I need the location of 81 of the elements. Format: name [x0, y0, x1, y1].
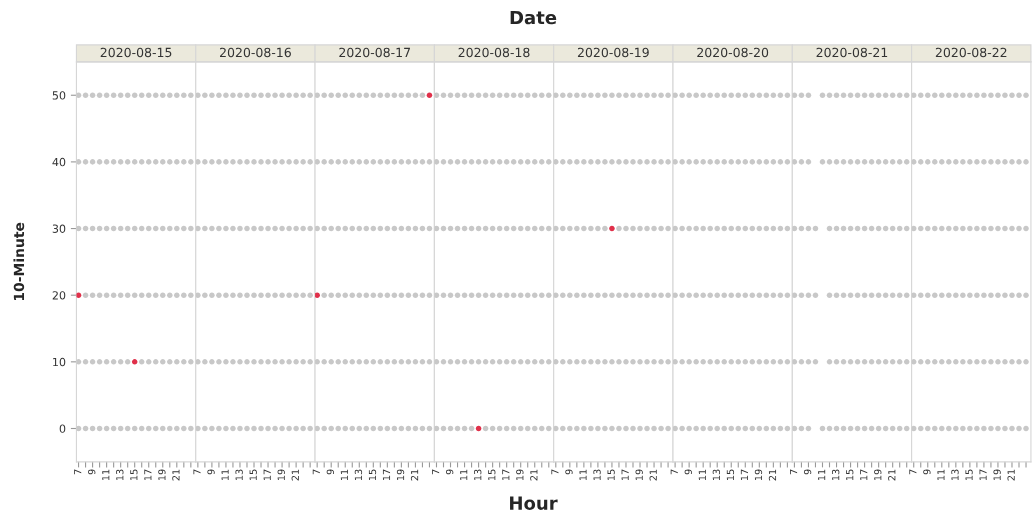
x-tick-label: 11 — [340, 469, 348, 481]
x-tick-label: 13 — [831, 469, 840, 481]
x-tick-label: 13 — [951, 469, 959, 481]
x-tick-label: 7 — [193, 469, 201, 475]
x-tick-label: 7 — [312, 469, 320, 475]
x-tick-label: 15 — [846, 469, 854, 481]
x-tick-label: 19 — [396, 469, 405, 481]
x-tick-label: 15 — [488, 469, 496, 481]
x-tick-label: 15 — [726, 469, 735, 481]
x-tick-label: 17 — [382, 469, 391, 481]
x-tick-label: 19 — [993, 469, 1001, 481]
text: Date — [510, 10, 557, 25]
x-tick-label: 15 — [249, 469, 257, 481]
x-tick-label: 17 — [621, 469, 629, 481]
x-tick-label: 21 — [530, 469, 538, 481]
x-tick-label: 21 — [768, 469, 777, 481]
text: Hour — [510, 496, 558, 510]
x-tick-label: 7 — [551, 469, 559, 475]
x-tick-label: 13 — [235, 469, 243, 481]
x-tick-label: 9 — [445, 469, 454, 475]
x-tick-label: 15 — [965, 469, 973, 481]
x-tick-label: 19 — [635, 469, 643, 481]
x-tick-label: 15 — [368, 469, 377, 481]
y-tick-label: 0 — [59, 424, 66, 433]
x-tick-label: 7 — [790, 469, 798, 475]
x-tick-label: 21 — [1007, 469, 1015, 481]
x-tick-label: 13 — [116, 469, 124, 481]
x-tick-label: 21 — [888, 469, 896, 481]
y-tick-label: 30 — [52, 224, 66, 233]
x-tick-label: 17 — [979, 469, 987, 481]
y-tick-label: 40 — [52, 157, 66, 167]
x-tick-label: 15 — [607, 469, 615, 481]
chart-title: 2020-08-16 — [220, 47, 291, 58]
chart-title: 2020-08-18 — [458, 47, 530, 58]
x-tick-label: 9 — [326, 469, 335, 475]
x-tick-label: 7 — [909, 469, 917, 475]
x-tick-label: 21 — [172, 469, 180, 481]
x-tick-label: 19 — [754, 469, 763, 481]
y-axis-title: 10-Minute — [13, 222, 25, 301]
chart-title: 2020-08-15 — [100, 47, 172, 58]
x-tick-label: 9 — [803, 469, 812, 475]
x-tick-label: 11 — [579, 469, 587, 481]
y-tick-label: 10 — [53, 357, 66, 367]
y-tick-label: 20 — [52, 291, 66, 300]
x-tick-label: 13 — [712, 469, 721, 481]
x-tick-label: 7 — [670, 469, 678, 475]
x-tick-label: 17 — [502, 469, 510, 481]
x-tick-label: 11 — [460, 469, 468, 481]
x-tick-label: 9 — [207, 469, 215, 475]
chart-title: 2020-08-20 — [697, 47, 769, 58]
x-tick-label: 17 — [144, 469, 152, 481]
chart-title: 2020-08-17 — [339, 47, 410, 58]
x-tick-label: 7 — [74, 469, 82, 475]
x-tick-label: 17 — [263, 469, 271, 481]
x-tick-label: 19 — [277, 469, 285, 481]
x-tick-label: 9 — [684, 469, 692, 475]
x-tick-label: 21 — [649, 469, 657, 481]
x-tick-label: 19 — [516, 469, 524, 481]
chart-title: 2020-08-22 — [935, 47, 1007, 58]
x-tick-label: 9 — [923, 469, 931, 475]
x-tick-label: 21 — [291, 469, 299, 481]
x-tick-label: 17 — [740, 469, 748, 481]
x-tick-label: 7 — [432, 469, 440, 475]
x-tick-label: 11 — [698, 469, 706, 481]
x-tick-label: 11 — [102, 469, 110, 481]
x-tick-label: 13 — [474, 469, 482, 481]
x-tick-label: 21 — [410, 469, 419, 481]
y-tick-label: 50 — [52, 91, 66, 100]
x-tick-label: 19 — [874, 469, 882, 481]
x-tick-label: 11 — [818, 469, 826, 481]
x-tick-label: 19 — [158, 469, 166, 481]
x-tick-label: 9 — [565, 469, 573, 475]
x-tick-label: 11 — [221, 469, 229, 481]
x-tick-label: 13 — [354, 469, 363, 481]
chart-title: 2020-08-19 — [577, 47, 649, 58]
x-tick-label: 11 — [937, 469, 945, 481]
x-tick-label: 13 — [593, 469, 601, 481]
x-tick-label: 9 — [88, 469, 96, 475]
chart-title: 2020-08-21 — [816, 47, 888, 58]
x-tick-label: 17 — [860, 469, 868, 481]
x-tick-label: 15 — [130, 469, 138, 481]
